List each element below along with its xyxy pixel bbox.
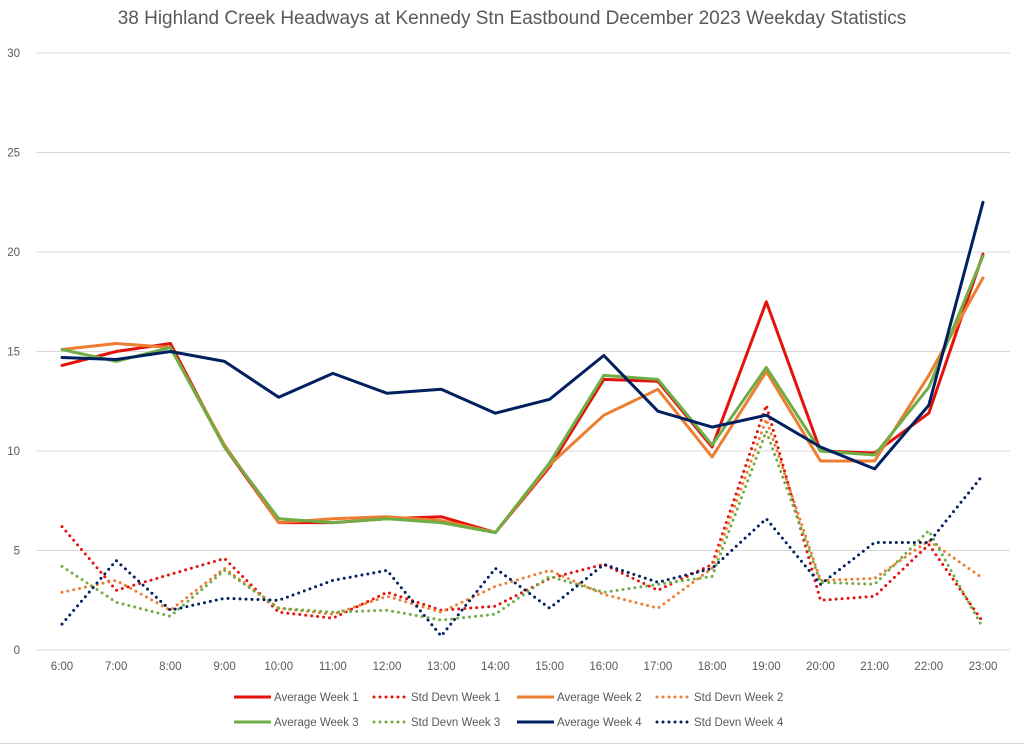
x-tick-label: 8:00 [159,661,181,673]
x-tick-label: 10:00 [264,661,293,673]
series-lines [60,200,985,638]
series-line-std-devn-week-1 [60,403,985,624]
legend-label: Average Week 4 [557,717,642,729]
y-tick-label: 25 [7,148,20,160]
series-line-std-devn-week-2 [60,417,985,616]
y-tick-label: 20 [7,247,20,259]
x-tick-label: 7:00 [105,661,127,673]
legend-item: Std Devn Week 2 [655,692,783,704]
x-tick-label: 9:00 [213,661,235,673]
x-tick-label: 23:00 [969,661,998,673]
legend-item: Std Devn Week 1 [372,692,500,704]
x-axis-tick-labels: 6:00 7:00 8:00 9:00 10:00 11:00 12:00 13:00 14:0… [51,661,998,673]
legend-label: Average Week 1 [274,692,359,704]
legend-label: Std Devn Week 1 [411,692,500,704]
legend-item: Average Week 2 [517,692,642,704]
legend: Average Week 1 Std Devn Week 1 Average Wee… [234,692,784,729]
legend-item: Average Week 3 [234,717,359,729]
x-tick-label: 21:00 [860,661,889,673]
chart-title: 38 Highland Creek Headways at Kennedy St… [117,8,907,29]
y-tick-label: 15 [7,347,20,359]
x-tick-label: 19:00 [752,661,781,673]
series-line-average-week-4 [60,200,985,471]
legend-item: Average Week 4 [517,717,642,729]
legend-label: Std Devn Week 4 [694,717,784,729]
y-tick-label: 30 [7,48,20,60]
y-tick-label: 10 [7,446,20,458]
series-line-average-week-3 [60,254,985,535]
gridlines [36,52,1010,651]
y-tick-label: 5 [14,546,20,558]
legend-item: Average Week 1 [234,692,359,704]
legend-item: Std Devn Week 3 [372,717,500,729]
series-line-std-devn-week-3 [60,429,985,630]
legend-label: Std Devn Week 3 [411,717,500,729]
legend-label: Average Week 2 [557,692,642,704]
x-tick-label: 15:00 [535,661,564,673]
x-tick-label: 22:00 [914,661,943,673]
x-tick-label: 20:00 [806,661,835,673]
y-tick-label: 0 [14,645,20,657]
x-tick-label: 12:00 [373,661,402,673]
series-line-std-devn-week-4 [60,473,985,638]
legend-item: Std Devn Week 4 [655,717,784,729]
legend-label: Average Week 3 [274,717,359,729]
x-tick-label: 17:00 [644,661,673,673]
x-tick-label: 13:00 [427,661,456,673]
legend-label: Std Devn Week 2 [694,692,783,704]
series-line-average-week-1 [60,252,985,535]
x-tick-label: 16:00 [589,661,618,673]
y-axis-tick-labels: 0 5 10 15 20 25 30 [7,48,20,657]
x-tick-label: 18:00 [698,661,727,673]
x-tick-label: 14:00 [481,661,510,673]
x-tick-label: 6:00 [51,661,73,673]
x-tick-label: 11:00 [319,661,347,673]
